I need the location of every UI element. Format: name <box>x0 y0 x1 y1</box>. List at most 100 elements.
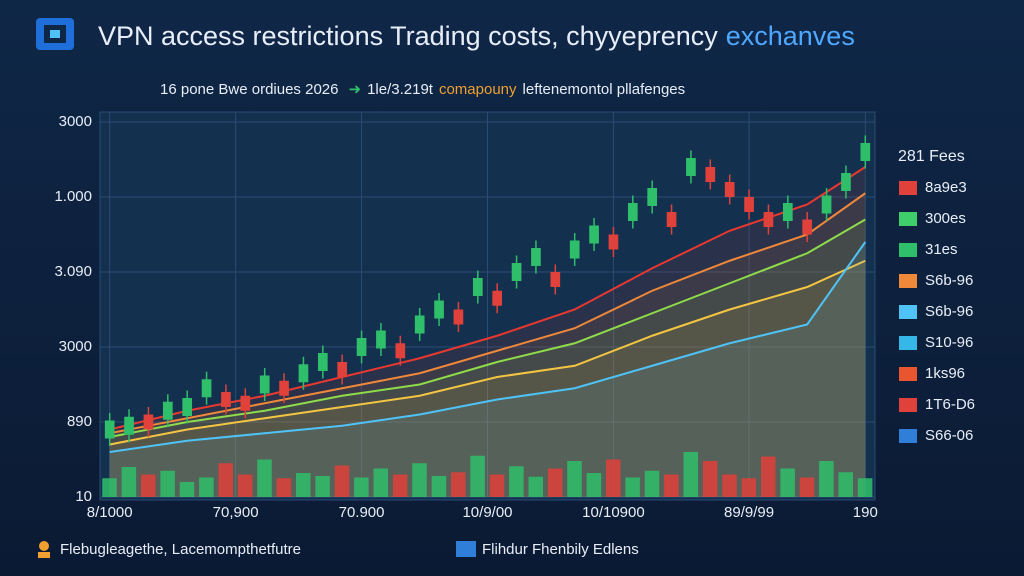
volume-bar <box>218 463 234 497</box>
legend-label: 300es <box>925 210 966 227</box>
candle-body <box>221 392 231 407</box>
subtitle-part: comapouny <box>439 81 517 98</box>
volume-bar <box>664 474 679 497</box>
series-area <box>109 242 866 497</box>
volume-bar <box>683 452 699 497</box>
volume-bar <box>121 467 137 497</box>
candle-body <box>298 364 309 383</box>
candle-body <box>763 212 774 227</box>
volume-bar <box>780 468 795 497</box>
candle-body <box>356 338 367 356</box>
subtitle-part: 16 pone Bwe ordiues 2026 <box>160 81 338 98</box>
candle-body <box>414 315 425 334</box>
legend-label: 31es <box>925 241 958 258</box>
footer-text: Flihdur Fhenbily Edlens <box>482 541 639 558</box>
candle-body <box>627 203 638 221</box>
legend-label: 1ks96 <box>925 365 965 382</box>
candle-body <box>317 353 328 371</box>
candle-body <box>124 416 134 435</box>
series-area <box>109 193 866 497</box>
candle-body <box>782 203 793 221</box>
candle-body <box>569 240 580 259</box>
volume-bar <box>140 474 156 497</box>
volume-bar <box>509 466 524 497</box>
series-line <box>109 166 866 431</box>
candle-body <box>240 395 251 411</box>
subtitle-part: 1le/3.219t <box>367 81 434 98</box>
volume-bar <box>431 476 447 497</box>
candle-body <box>802 219 813 235</box>
x-tick-label: 70.900 <box>339 504 385 521</box>
candle-body <box>724 182 735 197</box>
volume-bar <box>547 468 563 497</box>
volume-bar <box>586 473 602 497</box>
legend-swatch <box>899 398 917 412</box>
legend-label: S66-06 <box>925 427 973 444</box>
title-accent: exchanves <box>726 21 855 51</box>
candle-body <box>705 167 716 182</box>
volume-bar <box>412 463 427 497</box>
legend-swatch <box>899 212 917 226</box>
candle-body <box>531 248 541 266</box>
legend-label: 8a9e3 <box>925 179 967 196</box>
volume-bar <box>354 477 369 497</box>
volume-bar <box>470 455 485 497</box>
volume-bar <box>489 474 505 497</box>
legend-swatch <box>899 367 917 381</box>
candle-body <box>550 272 561 287</box>
x-tick-label: 10/9/00 <box>462 504 512 521</box>
volume-bar <box>857 478 873 497</box>
legend-swatch <box>899 336 917 350</box>
volume-bar <box>702 461 718 497</box>
volume-bar <box>102 478 117 497</box>
candle-body <box>182 398 193 416</box>
volume-bar <box>644 470 660 497</box>
x-tick-label: 10/10900 <box>582 504 645 521</box>
candle-body <box>143 414 154 430</box>
candle-body <box>376 330 386 349</box>
candle-body <box>395 343 406 359</box>
series-line <box>109 218 866 438</box>
candle-body <box>744 197 754 212</box>
volume-bar <box>179 482 195 497</box>
volume-bar <box>838 472 854 497</box>
legend-label: S10-96 <box>925 334 973 351</box>
footer-icon <box>38 541 476 558</box>
volume-bar <box>334 465 350 497</box>
volume-bar <box>819 461 834 497</box>
candle-body <box>337 362 348 377</box>
x-tick-label: 89/9/99 <box>724 504 774 521</box>
volume-bar <box>276 478 292 497</box>
footer-text: Flebugleagethe, Lacemompthetfutre <box>60 541 301 558</box>
legend-label: 1T6-D6 <box>925 396 975 413</box>
volume-bar <box>528 476 544 497</box>
x-tick-label: 70,900 <box>213 504 259 521</box>
volume-bar <box>237 474 253 497</box>
subtitle-part: leftenemontol pllafenges <box>523 81 686 98</box>
subtitle: 16 pone Bwe ordiues 2026 ➜ 1le/3.219t comap… <box>160 81 685 98</box>
candle-body <box>259 375 270 394</box>
volume-bar <box>373 468 389 497</box>
y-tick-label: 3000 <box>59 113 92 130</box>
legend-label: S6b-96 <box>925 272 973 289</box>
series-area <box>109 260 866 497</box>
legend-swatch <box>899 429 917 443</box>
title-icon <box>36 18 74 50</box>
legend-swatch <box>899 305 917 319</box>
volume-bar <box>450 472 466 497</box>
series-area <box>109 219 866 497</box>
legend-label: S6b-96 <box>925 303 973 320</box>
candle-body <box>589 225 599 244</box>
y-tick-label: 10 <box>75 488 92 505</box>
volume-bar <box>567 461 582 497</box>
legend-swatch <box>899 274 917 288</box>
title-main: VPN access restrictions Trading costs, c… <box>98 21 718 51</box>
series-line <box>109 259 866 446</box>
candle-body <box>647 188 658 206</box>
candle-body <box>821 195 832 214</box>
candle-body <box>841 173 851 191</box>
volume-bar <box>295 473 311 497</box>
candle-body <box>860 143 871 161</box>
